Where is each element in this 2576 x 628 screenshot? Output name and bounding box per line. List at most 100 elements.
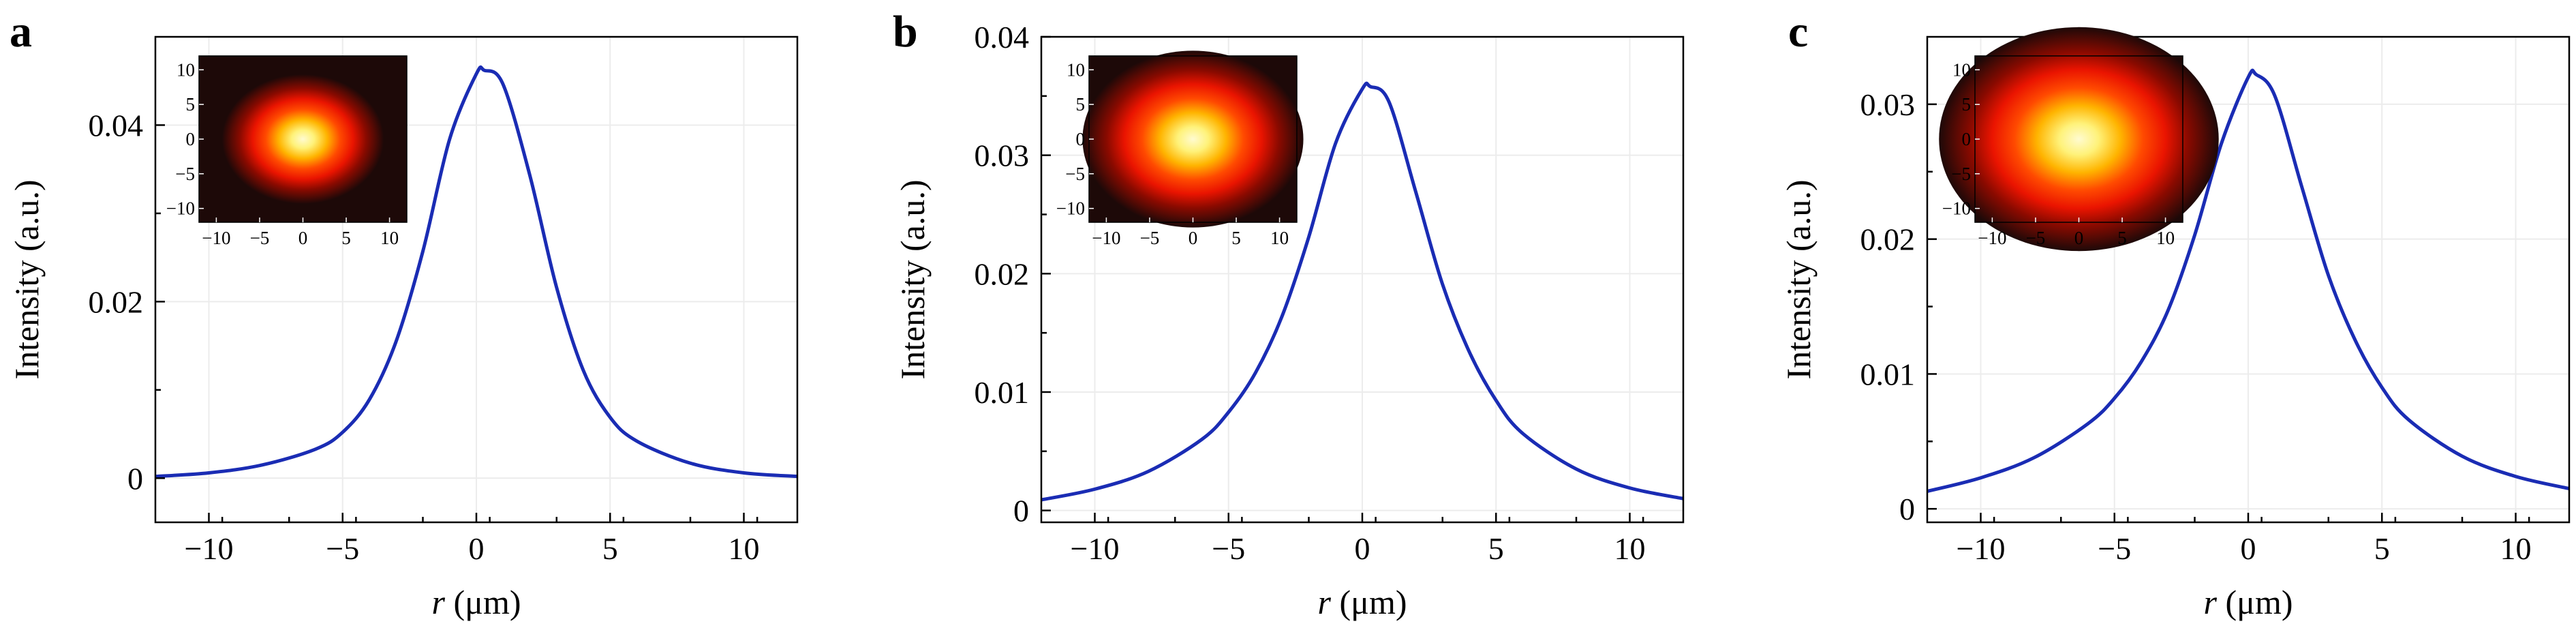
inset-y-tick-labels: 10 5 0 −5 −10 <box>1056 59 1085 218</box>
y-tick-label: 0.02 <box>89 284 144 319</box>
inset-y-tick-label: −10 <box>1056 198 1085 219</box>
inset-x-tick-label: 0 <box>1189 228 1198 248</box>
x-axis-variable: r <box>1318 583 1332 621</box>
x-tick-label: −10 <box>1071 531 1120 566</box>
y-tick-label: 0.04 <box>975 20 1030 55</box>
inset-x-tick-labels: −10 −5 0 5 10 <box>1978 228 2175 248</box>
y-tick-label: 0.02 <box>975 256 1030 291</box>
inset-x-tick-label: 0 <box>2074 228 2084 248</box>
panel-letter-a: a <box>10 7 32 57</box>
inset-beam-profile: −10 −5 0 5 10 10 5 0 −5 −10 <box>1939 27 2219 252</box>
y-axis-label: Intensity (a.u.) <box>893 180 932 380</box>
inset-x-tick-label: −5 <box>250 228 270 248</box>
curve-layer <box>1927 68 2570 493</box>
inset-x-tick-label: −10 <box>1978 228 2006 248</box>
inset-ticks <box>199 69 390 222</box>
x-tick-label: 10 <box>1614 531 1646 566</box>
x-axis-unit: (μm) <box>2225 583 2293 621</box>
curve-layer <box>155 65 798 479</box>
y-tick-label: 0.02 <box>1860 222 1916 257</box>
inset-x-tick-label: −5 <box>2026 228 2046 248</box>
inset-y-tick-label: 0 <box>186 129 196 149</box>
intensity-curve <box>1041 81 1684 502</box>
x-axis-variable: r <box>2204 583 2218 621</box>
inset-x-tick-labels: −10 −5 0 5 10 <box>202 228 399 248</box>
x-tick-label: −10 <box>1957 531 2006 566</box>
x-tick-label: 0 <box>469 531 485 566</box>
inset-y-tick-label: −10 <box>1942 198 1971 219</box>
inset-y-tick-label: 10 <box>1067 59 1085 80</box>
x-tick-label: −5 <box>1212 531 1245 566</box>
panel-b: b −10 −5 0 5 10 0 0.01 0.02 0.03 0.04 r (μm) Int… <box>893 7 1685 621</box>
x-tick-label: −10 <box>185 531 234 566</box>
inset-y-tick-label: −5 <box>1065 164 1085 184</box>
panel-letter-c: c <box>1788 7 1808 57</box>
y-tick-label: 0.01 <box>975 375 1030 410</box>
y-tick-labels: 0 0.02 0.04 <box>89 108 144 496</box>
x-axis-unit: (μm) <box>1339 583 1407 621</box>
y-tick-label: 0 <box>127 461 143 496</box>
inset-y-tick-label: 10 <box>177 59 195 80</box>
x-axis-unit-spacer <box>1331 583 1340 621</box>
inset-x-tick-labels: −10 −5 0 5 10 <box>1092 228 1289 248</box>
inset-y-tick-label: −10 <box>166 198 195 219</box>
inset-x-tick-label: 0 <box>298 228 308 248</box>
curve-layer <box>1041 81 1684 502</box>
x-tick-label: 5 <box>1488 531 1504 566</box>
inset-ticks <box>1089 69 1281 222</box>
y-tick-label: 0.03 <box>1860 87 1916 122</box>
inset-x-tick-label: 5 <box>341 228 351 248</box>
inset-image <box>1082 50 1304 228</box>
inset-image <box>199 56 407 222</box>
x-tick-label: 0 <box>1355 531 1370 566</box>
beam-spot <box>1939 27 2219 252</box>
inset-x-tick-label: 5 <box>1231 228 1241 248</box>
inset-y-tick-label: 5 <box>1076 94 1086 115</box>
y-tick-label: 0.04 <box>89 108 144 143</box>
x-tick-label: −5 <box>2098 531 2131 566</box>
x-axis-unit-spacer <box>445 583 454 621</box>
inset-x-tick-label: 10 <box>1270 228 1289 248</box>
x-axis-label: r (μm) <box>432 583 521 621</box>
x-axis-unit: (μm) <box>453 583 521 621</box>
inset-y-tick-label: 5 <box>1962 94 1972 115</box>
x-tick-labels: −10 −5 0 5 10 <box>185 531 760 566</box>
ticks <box>1927 103 2530 522</box>
x-tick-label: 0 <box>2241 531 2256 566</box>
panel-c: c −10 −5 0 5 10 0 0.01 0.02 0.03 r (μm) Intensi… <box>1779 7 2571 621</box>
inset-beam-profile: −10 −5 0 5 10 10 5 0 −5 −10 <box>166 55 408 248</box>
inset-x-tick-label: −10 <box>202 228 230 248</box>
ticks <box>1041 35 1644 522</box>
inset-y-tick-labels: 10 5 0 −5 −10 <box>166 59 195 218</box>
inset-x-tick-label: −10 <box>1092 228 1120 248</box>
y-axis-label: Intensity (a.u.) <box>7 180 46 380</box>
intensity-curve <box>155 65 798 479</box>
inset-ticks <box>1975 69 2166 222</box>
x-tick-labels: −10 −5 0 5 10 <box>1957 531 2532 566</box>
y-axis-label: Intensity (a.u.) <box>1779 180 1818 380</box>
y-tick-label: 0 <box>1013 494 1029 528</box>
y-tick-labels: 0 0.01 0.02 0.03 0.04 <box>975 20 1030 528</box>
inset-y-tick-label: 10 <box>1952 59 1971 80</box>
panel-a: a −10 −5 0 5 10 0 0.02 0.04 r (μm) Intensity (… <box>7 7 799 621</box>
x-axis-unit-spacer <box>2217 583 2226 621</box>
x-tick-label: 5 <box>2374 531 2390 566</box>
x-tick-label: −5 <box>326 531 359 566</box>
inset-y-tick-label: 0 <box>1962 129 1972 149</box>
inset-y-tick-label: −5 <box>175 164 195 184</box>
ticks <box>155 124 758 522</box>
beam-spot <box>221 74 384 205</box>
inset-y-tick-label: −5 <box>1951 164 1971 184</box>
x-axis-variable: r <box>432 583 446 621</box>
x-axis-label: r (μm) <box>2204 583 2293 621</box>
x-tick-label: 5 <box>602 531 618 566</box>
x-axis-label: r (μm) <box>1318 583 1407 621</box>
inset-x-tick-label: 5 <box>2117 228 2127 248</box>
inset-y-tick-label: 5 <box>186 94 196 115</box>
x-tick-label: 10 <box>2500 531 2532 566</box>
x-tick-labels: −10 −5 0 5 10 <box>1071 531 1646 566</box>
y-tick-label: 0.01 <box>1860 357 1916 391</box>
x-tick-label: 10 <box>729 531 760 566</box>
y-tick-labels: 0 0.01 0.02 0.03 <box>1860 87 1916 526</box>
